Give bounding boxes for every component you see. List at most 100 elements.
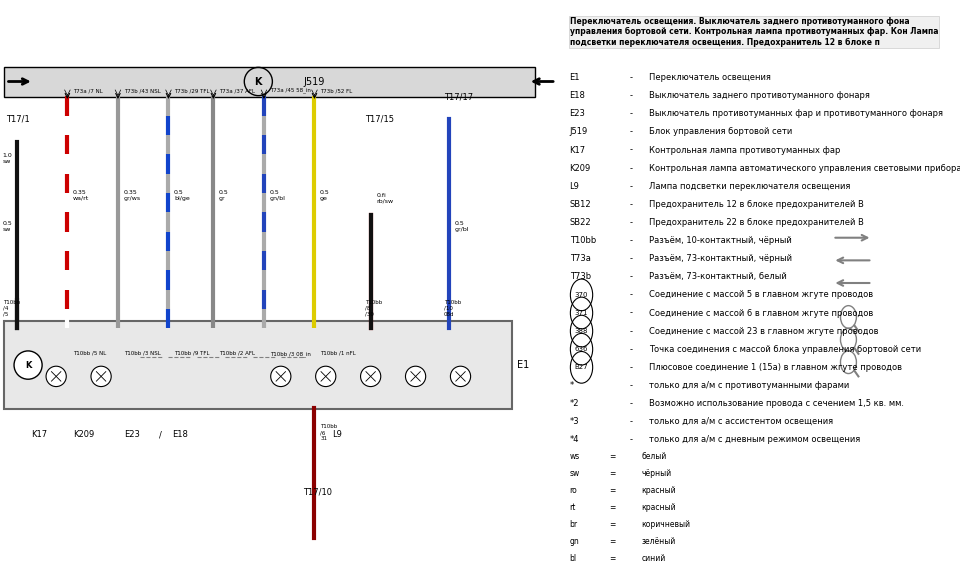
Text: красный: красный xyxy=(641,486,676,495)
FancyBboxPatch shape xyxy=(5,321,513,409)
Text: J519: J519 xyxy=(303,76,324,87)
Text: J519: J519 xyxy=(569,127,588,136)
Text: *4: *4 xyxy=(569,435,579,444)
Text: -: - xyxy=(630,200,633,209)
Circle shape xyxy=(271,366,291,387)
Text: Разъём, 73-контактный, чёрный: Разъём, 73-контактный, чёрный xyxy=(649,254,792,263)
Text: =: = xyxy=(610,503,615,512)
Circle shape xyxy=(316,366,336,387)
Text: K17: K17 xyxy=(32,430,47,439)
Text: T73b /43 NSL: T73b /43 NSL xyxy=(124,88,160,93)
Text: T10bb
/10
08d: T10bb /10 08d xyxy=(444,300,461,316)
Text: T10bb /2 AFL: T10bb /2 AFL xyxy=(219,351,255,356)
Text: -: - xyxy=(630,290,633,299)
Text: чёрный: чёрный xyxy=(641,469,671,478)
Text: 0.fi
rb/sw: 0.fi rb/sw xyxy=(376,192,394,204)
Text: синий: синий xyxy=(641,554,665,563)
Text: Плюсовое соединение 1 (15а) в главном жгуте проводов: Плюсовое соединение 1 (15а) в главном жг… xyxy=(649,363,902,372)
Text: /: / xyxy=(158,430,161,439)
Text: E1: E1 xyxy=(569,73,580,82)
Text: -: - xyxy=(630,327,633,336)
Text: E18: E18 xyxy=(172,430,187,439)
Text: *: * xyxy=(569,381,574,390)
Text: =: = xyxy=(610,537,615,546)
Text: Выключатель заднего противотуманного фонаря: Выключатель заднего противотуманного фон… xyxy=(649,91,870,100)
Text: 1.0
sw: 1.0 sw xyxy=(3,153,12,164)
Text: K: K xyxy=(254,76,262,87)
Text: только для а/м с дневным режимом освещения: только для а/м с дневным режимом освещен… xyxy=(649,435,860,444)
Text: 370: 370 xyxy=(575,292,588,298)
Text: E18: E18 xyxy=(569,91,586,100)
Circle shape xyxy=(14,351,42,379)
Text: -: - xyxy=(630,254,633,263)
Text: K17: K17 xyxy=(569,145,586,155)
Text: L9: L9 xyxy=(332,430,342,439)
Text: gn: gn xyxy=(569,537,579,546)
Text: T10bb /3 NSL: T10bb /3 NSL xyxy=(124,351,160,356)
Text: Разъём, 73-контактный, белый: Разъём, 73-контактный, белый xyxy=(649,272,787,281)
Text: Лампа подсветки переключателя освещения: Лампа подсветки переключателя освещения xyxy=(649,182,851,191)
Text: =: = xyxy=(610,486,615,495)
Circle shape xyxy=(91,366,111,387)
Text: bl: bl xyxy=(569,554,577,563)
Text: T10bb
/6
31: T10bb /6 31 xyxy=(320,424,337,441)
Text: -: - xyxy=(630,363,633,372)
Text: Соединение с массой 23 в главном жгуте проводов: Соединение с массой 23 в главном жгуте п… xyxy=(649,327,878,336)
Text: 0.5
gr: 0.5 gr xyxy=(219,190,228,201)
Text: br: br xyxy=(569,520,578,529)
Text: -: - xyxy=(630,164,633,173)
Text: Соединение с массой 6 в главном жгуте проводов: Соединение с массой 6 в главном жгуте пр… xyxy=(649,308,874,318)
Text: 0.5
ge: 0.5 ge xyxy=(320,190,330,201)
Text: rt: rt xyxy=(569,503,576,512)
Text: T17/1: T17/1 xyxy=(6,114,30,123)
Text: -: - xyxy=(630,127,633,136)
Text: Блок управления бортовой сети: Блок управления бортовой сети xyxy=(649,127,793,136)
Text: T73b: T73b xyxy=(569,272,590,281)
Text: T10bb /9 TFL: T10bb /9 TFL xyxy=(174,351,209,356)
Text: E1: E1 xyxy=(516,360,529,370)
Text: =: = xyxy=(610,520,615,529)
Text: T10bb /5 NL: T10bb /5 NL xyxy=(73,351,107,356)
Text: Соединение с массой 5 в главном жгуте проводов: Соединение с массой 5 в главном жгуте пр… xyxy=(649,290,874,299)
Text: E23: E23 xyxy=(569,109,586,118)
Text: -: - xyxy=(630,145,633,155)
Text: 0.35
wa/rt: 0.35 wa/rt xyxy=(73,190,89,201)
Text: -: - xyxy=(630,308,633,318)
Text: *2: *2 xyxy=(569,399,579,408)
Text: T10bb: T10bb xyxy=(569,236,596,245)
Text: 0.5
bl/ge: 0.5 bl/ge xyxy=(174,190,190,201)
Text: 636: 636 xyxy=(575,346,588,352)
Text: =: = xyxy=(610,469,615,478)
Text: B27: B27 xyxy=(575,365,588,370)
Text: T73a /7 NL: T73a /7 NL xyxy=(73,88,103,93)
Text: 0.5
sw: 0.5 sw xyxy=(3,221,12,232)
Text: ro: ro xyxy=(569,486,577,495)
Text: 0.5
gn/bl: 0.5 gn/bl xyxy=(270,190,285,201)
Text: T10bb
/8
/30: T10bb /8 /30 xyxy=(365,300,382,316)
Text: -: - xyxy=(630,345,633,354)
Text: -: - xyxy=(630,109,633,118)
Text: SB12: SB12 xyxy=(569,200,591,209)
Circle shape xyxy=(450,366,470,387)
Text: Выключатель противотуманных фар и противотуманного фонаря: Выключатель противотуманных фар и против… xyxy=(649,109,944,118)
Text: -: - xyxy=(630,272,633,281)
Text: Переключатель освещения. Выключатель заднего противотуманного фона управления бо: Переключатель освещения. Выключатель зад… xyxy=(569,17,938,47)
Text: Точка соединения с массой блока управления бортовой сети: Точка соединения с массой блока управлен… xyxy=(649,345,922,354)
Text: красный: красный xyxy=(641,503,676,512)
Text: белый: белый xyxy=(641,452,666,461)
Text: коричневый: коричневый xyxy=(641,520,690,529)
Text: только для а/м с ассистентом освещения: только для а/м с ассистентом освещения xyxy=(649,417,833,426)
Text: T73a: T73a xyxy=(569,254,590,263)
Circle shape xyxy=(361,366,381,387)
Text: =: = xyxy=(610,452,615,461)
Text: Возможно использование провода с сечением 1,5 кв. мм.: Возможно использование провода с сечение… xyxy=(649,399,904,408)
Text: только для а/м с противотуманными фарами: только для а/м с противотуманными фарами xyxy=(649,381,850,390)
Text: K209: K209 xyxy=(569,164,590,173)
Text: K209: K209 xyxy=(74,430,95,439)
Text: *3: *3 xyxy=(569,417,579,426)
Text: -: - xyxy=(630,381,633,390)
Text: ws: ws xyxy=(569,452,580,461)
Text: L9: L9 xyxy=(569,182,580,191)
Text: Контрольная лампа автоматического управления световыми приборам.: Контрольная лампа автоматического управл… xyxy=(649,164,960,173)
Text: Предохранитель 22 в блоке предохранителей В: Предохранитель 22 в блоке предохранителе… xyxy=(649,218,864,227)
